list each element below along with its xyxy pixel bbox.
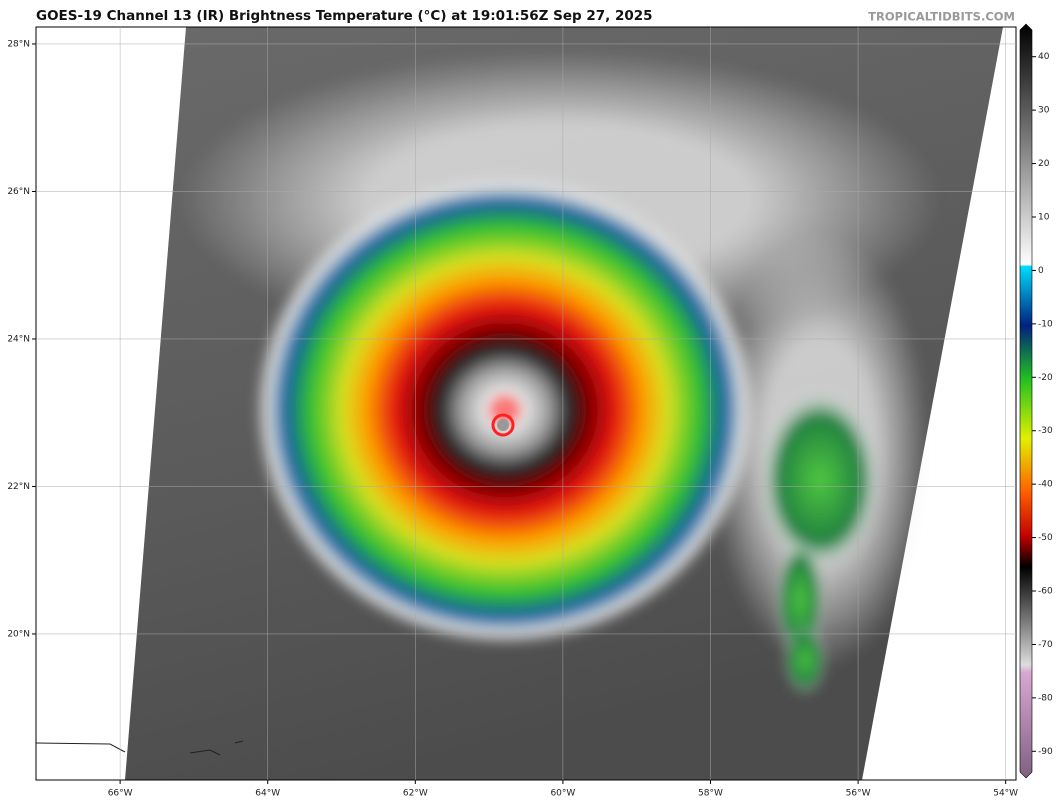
eye [497,419,509,431]
colorbar-tick-label: 0 [1038,266,1044,276]
colorbar-tick-label: 10 [1038,213,1050,223]
source-watermark: TROPICALTIDBITS.COM [868,10,1015,24]
colorbar-tick-label: -70 [1038,640,1053,650]
map-frame [35,26,1017,781]
colorbar-tick-label: -40 [1038,480,1053,490]
colorbar-tick-label: -90 [1038,747,1053,757]
eye-wall [491,413,515,437]
coastline [36,742,126,753]
colorbar-tick-label: 40 [1038,52,1050,62]
lon-tick-label: 56°W [846,789,871,799]
colorbar-tick-label: 20 [1038,159,1050,169]
colorbar-tick-label: -10 [1038,319,1053,329]
colorbar-tick-label: 30 [1038,106,1050,116]
colorbar [1019,23,1033,779]
lat-tick-label: 22°N [7,482,30,492]
lon-tick-label: 62°W [403,789,428,799]
lat-tick-label: 28°N [7,39,30,49]
lon-tick-label: 66°W [108,789,133,799]
satellite-image [36,27,1003,780]
lon-tick-label: 54°W [993,789,1018,799]
title: GOES-19 Channel 13 (IR) Brightness Tempe… [36,8,653,24]
lon-tick-label: 60°W [550,789,575,799]
cloud-field [180,50,940,695]
lon-tick-label: 64°W [255,789,280,799]
lat-tick-label: 20°N [7,629,30,639]
lat-tick-label: 24°N [7,334,30,344]
colorbar-tick-label: -80 [1038,693,1053,703]
colorbar-tick-label: -60 [1038,587,1053,597]
lat-tick-label: 26°N [7,187,30,197]
coastline [189,740,244,756]
colorbar-tick-label: -30 [1038,426,1053,436]
colorbar-tick-label: -50 [1038,533,1053,543]
colorbar-tick-label: -20 [1038,373,1053,383]
lon-tick-label: 58°W [698,789,723,799]
